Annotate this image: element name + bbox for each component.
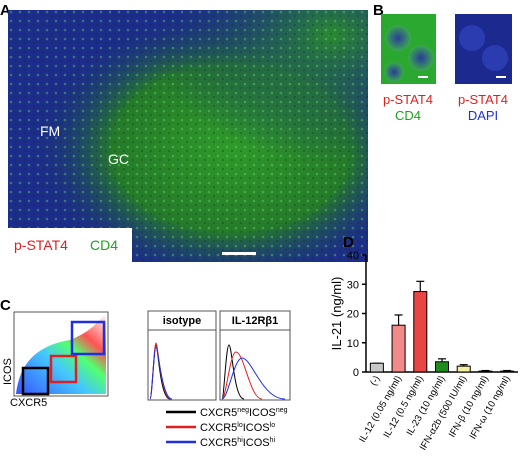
legend-text: CXCR5	[200, 437, 237, 449]
gate	[49, 354, 78, 384]
stain-label: DAPI	[468, 108, 498, 123]
superscript: hi	[270, 437, 276, 444]
scale-bar	[418, 76, 428, 78]
curve	[221, 344, 245, 400]
curve	[149, 346, 173, 400]
y-tick-label: 0	[353, 367, 359, 379]
bar	[434, 361, 450, 373]
legend-entry: CXCR5hiICOShi	[200, 437, 276, 449]
legend-text: CXCR5	[200, 422, 237, 434]
legend-text: ICOS	[243, 437, 270, 449]
gate	[70, 320, 106, 356]
y-tick-label: 30	[347, 279, 359, 291]
y-tick-label: 10	[347, 338, 359, 350]
bar	[500, 370, 515, 373]
y-tick-label: 20	[347, 309, 359, 321]
dot-cloud	[16, 314, 106, 394]
stain-label: CD4	[395, 108, 421, 123]
bar	[369, 362, 384, 373]
panel-label: C	[0, 297, 11, 314]
nucleus	[459, 25, 485, 51]
legend-text: CXCR5	[200, 407, 237, 419]
hist-title: IL-12Rβ1	[232, 315, 278, 327]
panel-label: B	[373, 2, 384, 19]
panel-label: D	[343, 234, 354, 251]
histogram	[219, 329, 291, 401]
x-tick-label: (-)	[368, 374, 382, 388]
stain-box	[8, 228, 132, 262]
scale-bar	[496, 76, 506, 78]
scale-bar	[222, 252, 256, 255]
superscript: neg	[276, 407, 288, 414]
superscript: neg	[237, 407, 249, 414]
legend-entry: CXCR5negICOSneg	[200, 407, 288, 419]
bar	[413, 291, 428, 373]
bar	[456, 365, 471, 373]
y-tick-label: 40	[347, 250, 359, 262]
superscript: lo	[237, 422, 243, 429]
legend-text: ICOS	[243, 422, 270, 434]
region-label: GC	[108, 151, 129, 167]
axis-label: ICOS	[2, 358, 14, 385]
gate	[21, 366, 50, 396]
cell	[384, 62, 404, 82]
legend-text: ICOS	[249, 407, 276, 419]
stain-label: p-STAT4	[14, 237, 68, 253]
superscript: hi	[237, 437, 243, 444]
curve	[221, 351, 263, 400]
curve	[221, 357, 286, 400]
region-label: FM	[40, 123, 60, 139]
panel-label: A	[0, 2, 11, 19]
stain-label: CD4	[90, 237, 118, 253]
superscript: lo	[270, 422, 276, 429]
nucleus	[482, 45, 508, 71]
stain-label: p-STAT4	[383, 92, 433, 107]
cell	[385, 25, 411, 51]
stain-label: p-STAT4	[458, 92, 508, 107]
legend-entry: CXCR5loICOSlo	[200, 422, 275, 434]
histogram	[147, 329, 217, 401]
hist-title: isotype	[163, 315, 202, 327]
micrograph-texture	[8, 10, 368, 262]
axis-label: CXCR5	[10, 397, 47, 409]
bar	[478, 370, 493, 373]
cell	[408, 45, 434, 71]
legend: CXCR5negICOSnegCXCR5loICOSloCXCR5hiICOSh…	[166, 407, 288, 449]
bar	[391, 324, 406, 373]
y-axis-label: IL-21 (ng/ml)	[329, 277, 344, 351]
